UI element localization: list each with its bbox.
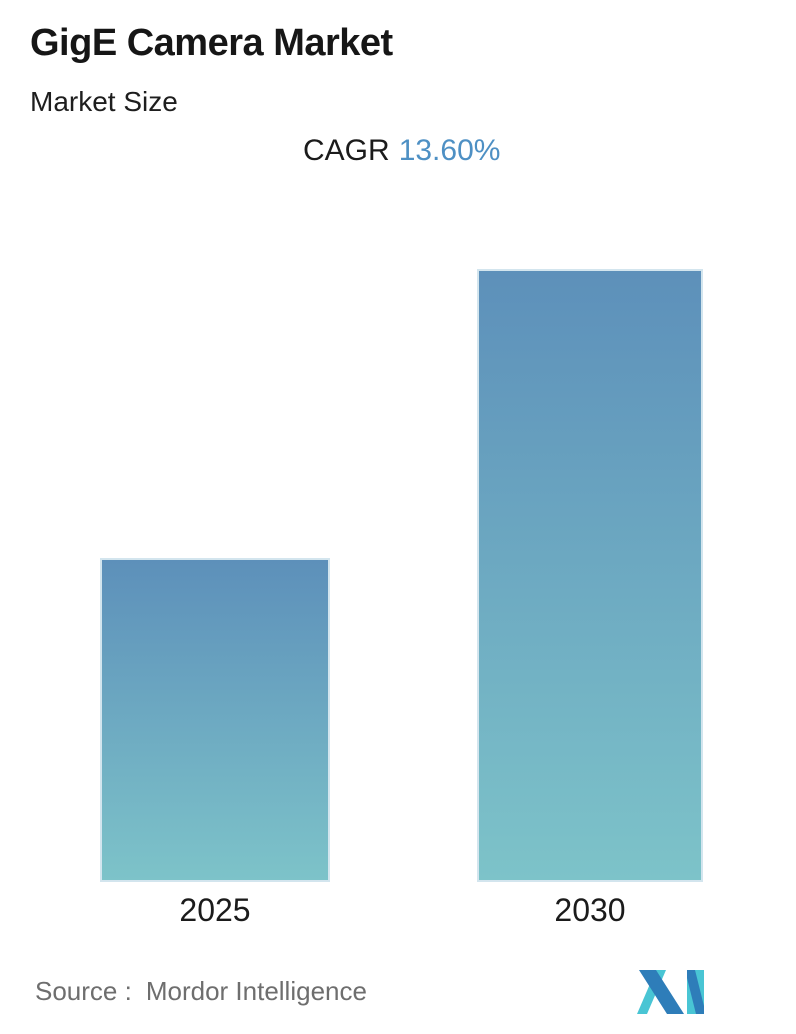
cagr-label: CAGR [303, 134, 390, 167]
source-attribution: Source : Mordor Intelligence [35, 976, 367, 1007]
chart-subtitle: Market Size [30, 86, 178, 117]
mordor-intelligence-logo-icon [637, 970, 704, 1014]
source-label: Source : [35, 976, 132, 1006]
cagr-value: 13.60% [398, 134, 501, 167]
page-title: GigE Camera Market [30, 22, 393, 64]
source-value: Mordor Intelligence [145, 976, 367, 1006]
cagr-line: CAGR 13.60% [303, 134, 500, 168]
x-axis-label-2030: 2030 [554, 892, 626, 928]
bar-2025[interactable] [100, 558, 330, 882]
x-axis-label-2025: 2025 [179, 892, 251, 928]
bar-2030[interactable] [477, 269, 703, 882]
